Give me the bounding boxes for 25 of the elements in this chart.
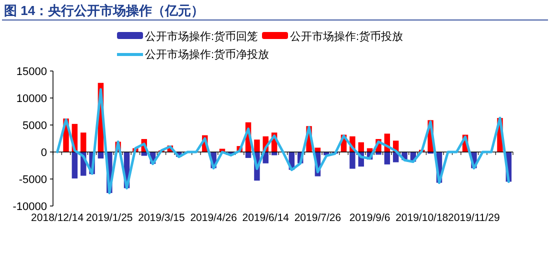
x-tick-label: 2019/3/15 xyxy=(138,212,186,224)
y-tick-label: 15000 xyxy=(16,66,47,78)
x-tick-label: 2019/6/14 xyxy=(242,212,290,224)
legend-label: 公开市场操作:货币投放 xyxy=(290,30,404,43)
bar xyxy=(350,152,356,169)
bar xyxy=(384,152,390,164)
y-tick-label: -10000 xyxy=(12,201,47,213)
y-tick-label: 10000 xyxy=(16,93,47,105)
x-tick-label: 2019/1/25 xyxy=(86,212,133,224)
x-tick-label: 2018/12/14 xyxy=(31,212,84,224)
x-tick-label: 2019/4/26 xyxy=(190,212,238,224)
x-tick-label: 2019/10/18 xyxy=(396,212,448,224)
bar xyxy=(254,140,260,152)
x-tick-label: 2019/11/29 xyxy=(448,212,500,224)
y-tick-label: 0 xyxy=(40,147,47,159)
x-tick-label: 2019/9/6 xyxy=(349,212,390,224)
legend-label: 公开市场操作:货币净投放 xyxy=(145,48,270,61)
bar xyxy=(72,152,78,178)
x-tick-label: 2019/7/26 xyxy=(294,212,342,224)
y-tick-label: -5000 xyxy=(18,174,47,186)
y-tick-label: 5000 xyxy=(22,120,47,132)
legend-label: 公开市场操作:货币回笼 xyxy=(145,30,258,43)
bar xyxy=(80,132,86,152)
title: 图 14：央行公开市场操作（亿元） xyxy=(4,3,204,18)
bar xyxy=(358,142,364,152)
